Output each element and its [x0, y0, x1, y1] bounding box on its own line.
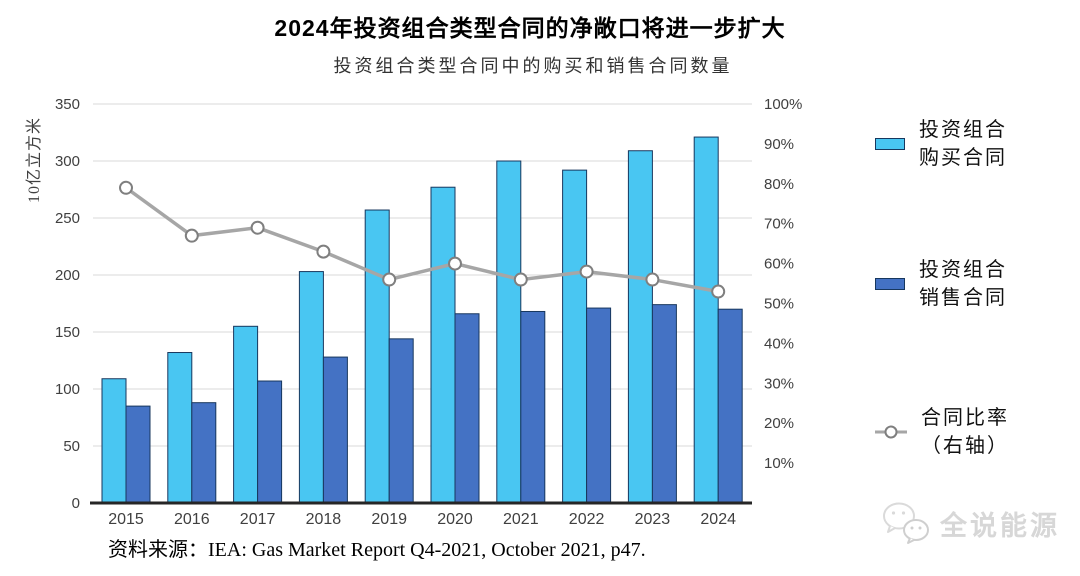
bar-purchase-2015 — [101, 378, 127, 504]
legend-label-ratio: 合同比率 （右轴） — [921, 404, 1009, 460]
source-citation: 资料来源：IEA: Gas Market Report Q4-2021, Oct… — [108, 539, 646, 561]
right-tick-80%: 80% — [764, 176, 794, 193]
bar-purchase-2024 — [693, 136, 719, 504]
legend-purchase-line2: 购买合同 — [919, 147, 1007, 169]
bar-purchase-2023 — [627, 150, 653, 504]
bar-purchase-2017 — [233, 325, 259, 504]
bar-sales-2020 — [454, 313, 480, 504]
x-tick-2018: 2018 — [306, 511, 342, 528]
bar-purchase-2018 — [298, 271, 324, 504]
ratio-marker-2024 — [711, 284, 726, 299]
ratio-marker-2019 — [382, 272, 397, 287]
ratio-marker-2022 — [579, 264, 594, 279]
left-tick-350: 350 — [55, 96, 80, 113]
bar-sales-2015 — [125, 405, 151, 504]
right-tick-70%: 70% — [764, 216, 794, 233]
ratio-marker-2015 — [119, 180, 133, 195]
legend-item-ratio: 合同比率 （右轴） — [875, 404, 1009, 460]
bar-purchase-2019 — [364, 209, 390, 504]
left-tick-150: 150 — [55, 324, 80, 341]
left-tick-0: 0 — [72, 495, 80, 512]
bar-purchase-2016 — [167, 352, 193, 504]
legend-purchase-line1: 投资组合 — [919, 119, 1007, 141]
legend-ratio-line2: （右轴） — [921, 435, 1009, 457]
right-tick-50%: 50% — [764, 296, 794, 313]
x-tick-2022: 2022 — [569, 511, 605, 528]
x-tick-2024: 2024 — [700, 511, 736, 528]
ratio-marker-2020 — [448, 256, 462, 271]
bar-sales-2018 — [322, 356, 348, 504]
right-tick-40%: 40% — [764, 335, 794, 352]
legend-sales-line1: 投资组合 — [919, 259, 1007, 281]
ratio-marker-2016 — [184, 228, 199, 243]
bar-sales-2021 — [520, 310, 546, 504]
bar-sales-2024 — [717, 308, 743, 504]
right-tick-90%: 90% — [764, 136, 794, 153]
bar-purchase-2021 — [496, 160, 522, 504]
bar-sales-2023 — [651, 304, 677, 504]
wechat-icon — [883, 502, 929, 544]
x-tick-2020: 2020 — [437, 511, 473, 528]
right-tick-100%: 100% — [764, 96, 802, 113]
bar-purchase-2020 — [430, 186, 456, 504]
bar-purchase-2022 — [562, 169, 588, 504]
watermark: 全说能源 — [880, 500, 1060, 546]
chart-title: 2024年投资组合类型合同的净敞口将进一步扩大 — [274, 15, 786, 41]
bar-sales-2019 — [388, 338, 414, 504]
ratio-line-marker-icon — [875, 425, 907, 439]
watermark-text: 全说能源 — [940, 510, 1060, 541]
right-tick-30%: 30% — [764, 375, 794, 392]
left-tick-300: 300 — [55, 153, 80, 170]
x-tick-2015: 2015 — [108, 511, 144, 528]
right-tick-10%: 10% — [764, 455, 794, 472]
left-tick-100: 100 — [55, 381, 80, 398]
left-tick-250: 250 — [55, 210, 80, 227]
x-tick-2019: 2019 — [371, 511, 407, 528]
ratio-marker-2021 — [513, 272, 528, 287]
right-tick-20%: 20% — [764, 415, 794, 432]
bar-sales-2016 — [191, 402, 217, 504]
right-tick-60%: 60% — [764, 256, 794, 273]
x-tick-2016: 2016 — [174, 511, 210, 528]
legend-label-sales: 投资组合 销售合同 — [919, 256, 1007, 312]
purchase-swatch-icon — [875, 138, 905, 150]
legend-ratio-line1: 合同比率 — [921, 407, 1009, 429]
legend-item-purchase: 投资组合 购买合同 — [875, 116, 1007, 172]
legend-label-purchase: 投资组合 购买合同 — [919, 116, 1007, 172]
x-tick-2023: 2023 — [635, 511, 671, 528]
legend-item-sales: 投资组合 销售合同 — [875, 256, 1007, 312]
ratio-marker-2017 — [250, 220, 265, 235]
left-tick-50: 50 — [63, 438, 80, 455]
sales-swatch-icon — [875, 278, 905, 290]
x-tick-2021: 2021 — [503, 511, 539, 528]
x-tick-2017: 2017 — [240, 511, 276, 528]
chart-subtitle: 投资组合类型合同中的购买和销售合同数量 — [333, 56, 733, 76]
legend-sales-line2: 销售合同 — [919, 287, 1007, 309]
ratio-marker-2018 — [316, 244, 331, 259]
left-tick-200: 200 — [55, 267, 80, 284]
bar-sales-2022 — [586, 307, 612, 504]
ratio-marker-2023 — [645, 272, 660, 287]
ratio-line — [124, 186, 719, 294]
bar-sales-2017 — [257, 380, 283, 504]
